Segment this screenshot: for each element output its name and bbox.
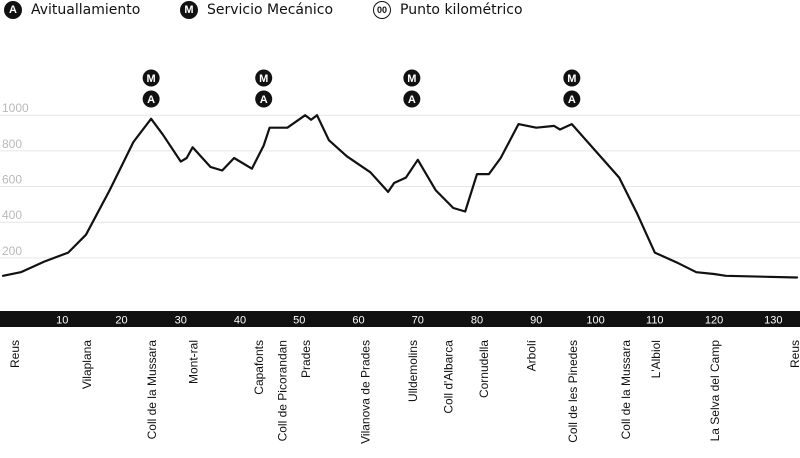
service-badge-label: A	[408, 94, 416, 106]
legend-item: 00 Punto kilométrico	[373, 0, 523, 20]
location-label: Vilanova de Prades	[358, 340, 372, 444]
x-tick-label: 130	[764, 315, 782, 327]
y-tick-label: 1000	[2, 101, 29, 115]
legend-label: Punto kilométrico	[400, 2, 523, 18]
service-badge-label: M	[147, 73, 156, 85]
x-tick-label: 60	[352, 315, 364, 327]
service-badge-icon	[563, 90, 581, 108]
location-label: Mont-ral	[187, 340, 201, 384]
legend-label: Avituallamiento	[31, 2, 141, 18]
service-badge-icon	[403, 69, 421, 87]
y-tick-label: 200	[2, 244, 22, 258]
x-tick-label: 40	[234, 315, 246, 327]
service-badge-label: M	[259, 73, 268, 85]
service-badge-label: M	[567, 73, 576, 85]
x-tick-label: 120	[705, 315, 723, 327]
x-tick-label: 50	[293, 315, 305, 327]
location-label: La Selva del Camp	[708, 340, 722, 442]
x-tick-label: 10	[56, 315, 68, 327]
legend-label: Servicio Mecánico	[207, 2, 334, 18]
service-badge-icon	[563, 69, 581, 87]
service-badge-label: A	[568, 94, 576, 106]
elevation-profile-line	[1, 114, 799, 279]
x-tick-label: 30	[175, 315, 187, 327]
legend-badge-icon: 00	[373, 1, 391, 19]
location-label: Coll de la Mussara	[145, 340, 159, 440]
location-label: Capafonts	[252, 340, 266, 395]
x-tick-label: 70	[412, 315, 424, 327]
x-tick-label: 80	[471, 315, 483, 327]
service-badge-label: A	[260, 94, 268, 106]
service-badge-icon	[255, 90, 273, 108]
x-tick-label: 90	[530, 315, 542, 327]
location-label: Coll de Picorandan	[275, 340, 289, 441]
service-badge-icon	[403, 90, 421, 108]
location-label: Coll de les Pinedes	[566, 340, 580, 443]
x-tick-label: 20	[115, 315, 127, 327]
y-tick-label: 600	[2, 173, 22, 187]
x-tick-label: 100	[586, 315, 604, 327]
service-badge-label: M	[407, 73, 416, 85]
x-tick-label: 110	[646, 315, 664, 327]
service-badge-icon	[255, 69, 273, 87]
legend-item: A Avituallamiento	[4, 0, 140, 20]
location-label: Arbolí	[524, 339, 538, 371]
service-badge-label: A	[147, 94, 155, 106]
legend-badge-icon: A	[4, 1, 22, 19]
location-label: Coll d'Albarca	[441, 340, 455, 414]
y-tick-label: 800	[2, 137, 22, 151]
location-label: Cornudella	[477, 340, 491, 398]
legend: A Avituallamiento M Servicio Mecánico 00 Punt…	[0, 0, 800, 22]
location-label: Prades	[299, 340, 313, 378]
y-tick-label: 400	[2, 208, 22, 222]
location-label: Vilaplana	[80, 340, 94, 389]
location-label: Coll de la Mussara	[619, 340, 633, 440]
legend-item: M Servicio Mecánico	[180, 0, 333, 20]
location-label: Reus	[788, 340, 800, 368]
location-label: L'Albiol	[649, 340, 663, 378]
service-badge-icon	[142, 69, 160, 87]
km-axis-bar	[0, 311, 800, 327]
service-badge-icon	[142, 90, 160, 108]
location-label: Ulldemolins	[406, 340, 420, 402]
legend-badge-icon: M	[180, 1, 198, 19]
location-label: Reus	[8, 340, 22, 368]
